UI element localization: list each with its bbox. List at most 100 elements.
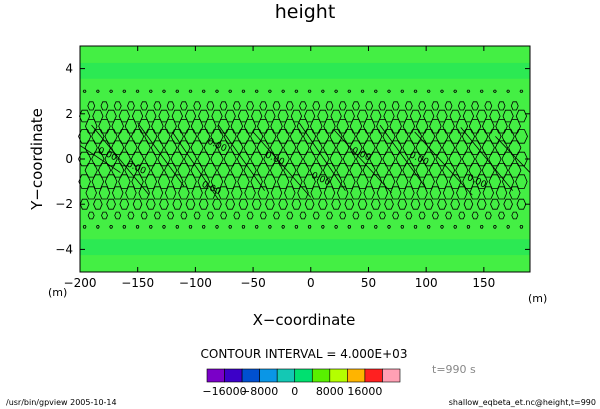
contour-cell — [220, 211, 228, 220]
contour-cell — [392, 211, 400, 220]
colorbar-label: 0 — [291, 385, 298, 398]
contour-cell — [429, 119, 442, 134]
contour-cell — [484, 101, 493, 111]
contour-line — [171, 131, 219, 200]
contour-cell — [307, 89, 312, 93]
contour-cell — [170, 129, 184, 144]
contour-cell — [471, 101, 479, 111]
contour-cell — [157, 129, 171, 144]
contour-cell — [453, 89, 458, 93]
contour-cell — [270, 119, 283, 134]
contour-cell — [347, 89, 352, 93]
contour-cell — [178, 186, 190, 200]
contour-cell — [188, 89, 193, 93]
contour-cell — [144, 151, 158, 167]
contour-cell — [284, 186, 296, 200]
footer-left: /usr/bin/gpview 2005-10-14 — [6, 398, 117, 407]
x-axis: −200 −150 −100 −50 0 50 100 150 — [64, 46, 495, 290]
contour-cell — [450, 198, 461, 210]
contour-cell — [299, 211, 307, 220]
contour-cell — [408, 129, 423, 144]
contour-cell — [250, 151, 264, 167]
contour-cell — [468, 119, 482, 134]
contour-cell — [217, 186, 230, 200]
contour-cell — [350, 186, 362, 200]
contour-cell — [190, 119, 204, 134]
contour-cell — [241, 89, 246, 93]
contour-cell — [101, 211, 108, 220]
contour-cell — [206, 101, 215, 111]
colorbar-swatch — [329, 368, 348, 383]
contour-cell — [151, 186, 164, 200]
contour-cell — [78, 109, 91, 123]
contour-cell — [135, 224, 140, 229]
contour-cell — [321, 89, 325, 93]
contour-cell — [416, 186, 428, 200]
contour-cell — [273, 211, 280, 220]
contour-line — [414, 131, 473, 196]
contour-cell — [303, 129, 317, 144]
contour-cell — [461, 151, 476, 167]
contour-cell — [442, 186, 455, 200]
contour-cell — [151, 119, 164, 134]
contour-cell — [238, 198, 249, 210]
y-axis-unit: (m) — [48, 286, 67, 299]
contour-cell — [463, 198, 474, 210]
contour-cell — [145, 198, 156, 210]
contour-cell — [495, 186, 508, 200]
contour-cell — [233, 211, 241, 220]
contour-cell — [148, 224, 153, 229]
contour-cell — [127, 101, 135, 111]
y-axis-label: Y−coordinate — [28, 108, 46, 211]
contour-cell — [244, 186, 256, 200]
contour-cell — [98, 119, 111, 134]
contour-cell — [296, 119, 310, 134]
contour-cell — [162, 224, 166, 229]
contour-cell — [228, 224, 233, 229]
contour-cell — [117, 129, 131, 144]
contour-cell — [493, 224, 497, 229]
contour-cell — [268, 89, 272, 93]
colorbar-labels: −16000−8000 0 8000 16000 — [202, 385, 382, 398]
contour-cell — [362, 119, 376, 134]
contour-cell — [519, 89, 524, 93]
contour-cell — [281, 89, 285, 93]
contour-cell — [336, 140, 350, 155]
contour-cell — [506, 89, 510, 93]
contour-cell — [304, 198, 315, 210]
contour-cell — [223, 151, 237, 167]
contour-cell — [352, 211, 360, 220]
contour-line — [298, 122, 346, 191]
contour-cell — [219, 101, 228, 111]
contour-cell — [78, 129, 92, 144]
contour-bands — [80, 62, 530, 256]
contour-cell — [212, 198, 222, 210]
contour-cell — [230, 140, 244, 155]
contour-cell — [198, 198, 209, 210]
contour-cell — [197, 151, 211, 167]
contour-cell — [250, 129, 264, 144]
contour-cell — [475, 151, 489, 167]
contour-cell — [440, 89, 444, 93]
contour-cell — [170, 151, 184, 167]
contour-cell — [175, 224, 180, 229]
contour-cell — [494, 140, 509, 155]
contour-cell — [122, 89, 127, 93]
contour-cell — [373, 89, 378, 93]
contour-cell — [415, 140, 429, 155]
chart-title: height — [275, 1, 336, 23]
contour-cell — [283, 140, 297, 155]
contour-cell — [405, 211, 413, 220]
contour-cell — [362, 140, 376, 155]
contour-cell — [506, 224, 510, 229]
contour-cell — [365, 211, 373, 220]
contour-cell — [448, 129, 462, 144]
contour-cell — [370, 198, 381, 210]
colorbar-label: 8000 — [316, 385, 344, 398]
contour-cell — [85, 186, 97, 200]
contour-cell — [124, 119, 138, 134]
contour-cell — [476, 198, 487, 210]
contour-cell — [511, 211, 519, 220]
field-band — [80, 62, 530, 79]
contour-line — [137, 122, 185, 187]
